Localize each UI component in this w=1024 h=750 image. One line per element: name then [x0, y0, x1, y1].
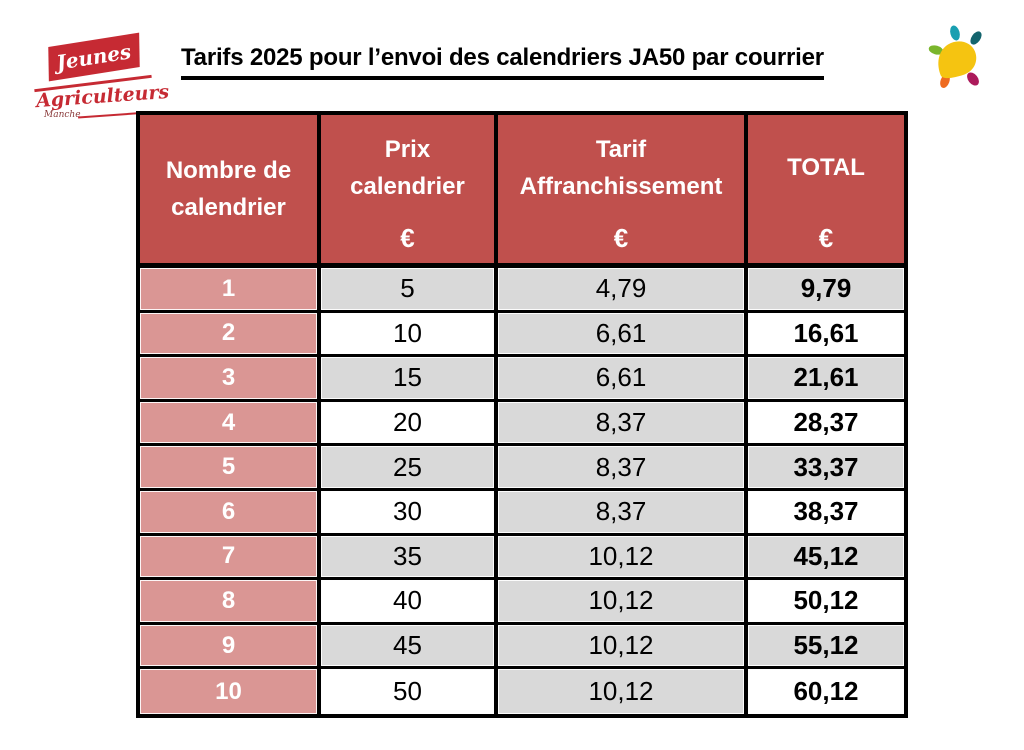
cell-nombre: 2 [140, 312, 321, 358]
cell-prix: 15 [321, 357, 498, 402]
col-header-total: TOTAL € [748, 115, 904, 268]
cell-prix: 5 [321, 268, 498, 313]
cell-tarif: 10,12 [498, 624, 748, 670]
jeunes-agriculteurs-logo: Jeunes Agriculteurs Manche [26, 26, 170, 120]
col-header-unit: € [613, 223, 629, 253]
ja-logo-text-jeunes: Jeunes [54, 39, 134, 75]
col-header-unit: € [818, 223, 834, 253]
cell-total: 33,37 [748, 446, 904, 491]
col-header-tarif-affranchissement: Tarif Affranchissement € [498, 115, 748, 268]
tariff-table: Nombre de calendrier Prix calendrier € T… [136, 111, 908, 718]
cell-nombre: 7 [140, 535, 321, 581]
ja-logo-text-manche: Manche [44, 110, 81, 120]
cell-tarif: 8,37 [498, 490, 748, 536]
cell-tarif: 6,61 [498, 357, 748, 402]
cell-total: 9,79 [748, 268, 904, 313]
cell-prix: 35 [321, 535, 498, 581]
cell-nombre: 10 [140, 669, 321, 714]
cell-prix: 45 [321, 624, 498, 670]
sun-petals [928, 25, 982, 88]
cell-nombre: 8 [140, 580, 321, 625]
col-header-label: Nombre de calendrier [165, 156, 292, 221]
cell-total: 50,12 [748, 580, 904, 625]
cell-tarif: 8,37 [498, 446, 748, 491]
cell-nombre: 3 [140, 357, 321, 402]
cell-prix: 20 [321, 401, 498, 447]
col-header-unit: € [400, 223, 415, 253]
manche-sun-logo [928, 25, 982, 88]
cell-prix: 40 [321, 580, 498, 625]
cell-tarif: 4,79 [498, 268, 748, 313]
cell-tarif: 10,12 [498, 669, 748, 714]
cell-total: 28,37 [748, 401, 904, 447]
sun-center-blob [938, 41, 977, 79]
col-header-label: TOTAL [787, 154, 865, 182]
cell-prix: 10 [321, 312, 498, 358]
col-header-nombre-de-calendrier: Nombre de calendrier [140, 115, 321, 268]
cell-total: 55,12 [748, 624, 904, 670]
cell-total: 16,61 [748, 312, 904, 358]
ja-red-flag-shape: Jeunes [48, 32, 140, 82]
col-header-prix-calendrier: Prix calendrier € [321, 115, 498, 268]
cell-nombre: 6 [140, 490, 321, 536]
cell-total: 60,12 [748, 669, 904, 714]
cell-prix: 50 [321, 669, 498, 714]
cell-nombre: 9 [140, 624, 321, 670]
cell-nombre: 4 [140, 401, 321, 447]
cell-prix: 30 [321, 490, 498, 536]
cell-tarif: 6,61 [498, 312, 748, 358]
cell-nombre: 5 [140, 446, 321, 491]
col-header-label: Tarif Affranchissement [519, 135, 723, 200]
cell-total: 38,37 [748, 490, 904, 536]
cell-prix: 25 [321, 446, 498, 491]
cell-tarif: 10,12 [498, 535, 748, 581]
cell-total: 21,61 [748, 357, 904, 402]
cell-tarif: 8,37 [498, 401, 748, 447]
page-title: Tarifs 2025 pour l’envoi des calendriers… [181, 44, 824, 80]
cell-total: 45,12 [748, 535, 904, 581]
col-header-label: Prix calendrier [350, 135, 465, 200]
cell-nombre: 1 [140, 268, 321, 313]
cell-tarif: 10,12 [498, 580, 748, 625]
